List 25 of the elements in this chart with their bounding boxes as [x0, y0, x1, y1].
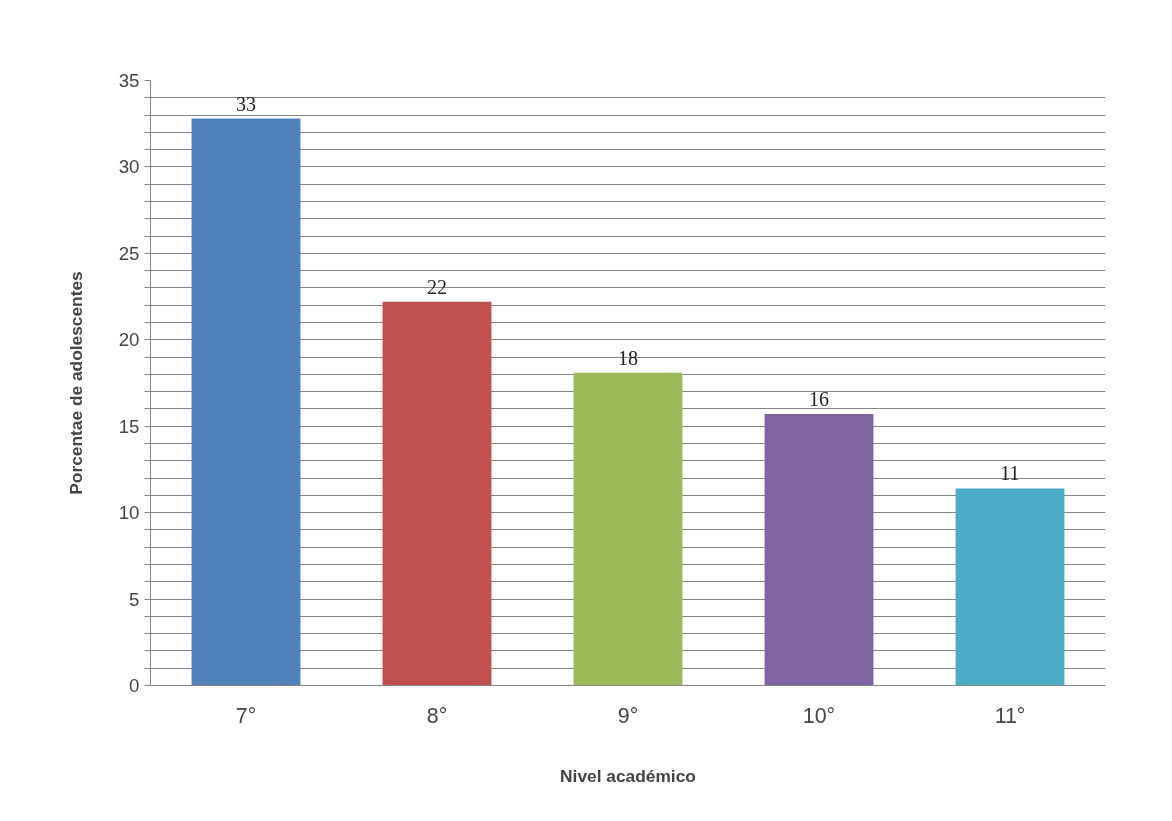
- bar: [764, 414, 874, 686]
- x-tick-label: 10°: [802, 703, 836, 728]
- bar: [955, 488, 1065, 686]
- bar: [382, 301, 492, 686]
- data-label: 11: [1000, 462, 1020, 485]
- y-tick-label: 30: [118, 156, 140, 178]
- data-label: 18: [618, 346, 638, 369]
- y-tick-label: 0: [129, 675, 140, 696]
- x-tick-label: 11°: [994, 703, 1026, 728]
- data-label: 22: [427, 275, 447, 298]
- y-tick-label: 20: [118, 329, 140, 351]
- data-label: 16: [809, 388, 829, 411]
- x-tick-label: 7°: [235, 703, 257, 728]
- y-tick-label: 25: [118, 242, 140, 264]
- x-tick-label: 8°: [426, 703, 448, 728]
- y-axis-title: Porcentae de adolescentes: [65, 271, 86, 495]
- y-tick-label: 15: [118, 415, 140, 437]
- bar: [573, 372, 683, 686]
- y-tick-label: 35: [118, 70, 140, 91]
- x-axis-title: Nivel académico: [560, 765, 696, 786]
- y-tick-label: 10: [118, 502, 140, 524]
- bar: [191, 118, 301, 686]
- x-tick-label: 9°: [617, 703, 639, 728]
- data-label: 33: [236, 92, 256, 115]
- y-tick-label: 5: [129, 588, 140, 610]
